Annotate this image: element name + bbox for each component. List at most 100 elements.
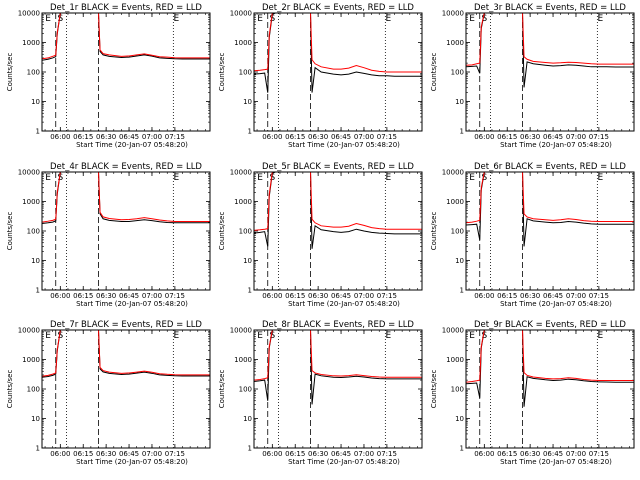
y-tick-label: 100 [27,228,40,236]
y-tick-label: 1 [36,445,40,453]
x-tick-label: 07:15 [589,292,609,300]
series-line-lld [254,172,422,231]
y-tick-label: 1000 [22,39,40,47]
y-tick-label: 1000 [22,198,40,206]
x-tick-label: 06:30 [520,292,540,300]
marker-label-e: E [174,331,180,341]
y-tick-label: 1 [460,287,464,295]
y-axis-label: Counts/sec [218,212,226,251]
x-tick-label: 06:30 [96,292,116,300]
x-tick-label: 07:15 [589,450,609,458]
x-tick-label: 06:15 [497,450,517,458]
x-axis-label: Start Time (20-Jan-07 05:48:20) [500,141,612,149]
y-tick-label: 10000 [18,10,40,18]
plot-frame [253,329,423,449]
x-tick-label: 06:30 [520,133,540,141]
marker-label-e: E [257,173,263,183]
plot-frame [253,12,423,132]
y-axis-label: Counts/sec [6,212,14,251]
x-tick-label: 06:30 [308,133,328,141]
marker-label-e: E [598,331,604,341]
plot-frame [465,12,635,132]
chart-title: Det_1r BLACK = Events, RED = LLD [50,3,202,13]
marker-label-e: E [386,14,392,24]
x-tick-label: 06:00 [474,133,494,141]
series-line-lld [466,172,634,224]
x-tick-label: 06:45 [119,450,139,458]
x-axis-ticks: 06:00 06:15 06:30 06:45 07:00 07:15 [256,172,418,300]
x-tick-label: 06:45 [331,450,351,458]
series-line-events [254,330,422,405]
y-axis-ticks: 1 10 100 1000 10000 [18,327,210,453]
x-tick-label: 06:15 [285,292,305,300]
x-tick-label: 06:00 [50,450,70,458]
y-tick-label: 1000 [22,356,40,364]
series-line-events [466,172,634,247]
y-tick-label: 10000 [442,169,464,177]
x-tick-label: 06:00 [474,292,494,300]
x-tick-label: 06:15 [73,450,93,458]
x-axis-label: Start Time (20-Jan-07 05:48:20) [76,300,188,308]
y-axis-ticks: 1 10 100 1000 10000 [230,169,422,295]
plot-frame [41,329,211,449]
x-tick-label: 07:00 [354,133,374,141]
x-tick-label: 06:30 [308,292,328,300]
x-tick-label: 06:00 [262,450,282,458]
x-axis-ticks: 06:00 06:15 06:30 06:45 07:00 07:15 [256,330,418,458]
x-axis-ticks: 06:00 06:15 06:30 06:45 07:00 07:15 [256,13,418,141]
x-axis-label: Start Time (20-Jan-07 05:48:20) [76,458,188,466]
x-tick-label: 06:00 [50,292,70,300]
x-tick-label: 06:15 [497,133,517,141]
series-line-lld [466,13,634,66]
x-tick-label: 07:15 [165,133,185,141]
x-axis-ticks: 06:00 06:15 06:30 06:45 07:00 07:15 [468,13,630,141]
x-axis-label: Start Time (20-Jan-07 05:48:20) [288,141,400,149]
x-tick-label: 06:15 [285,133,305,141]
y-axis-label: Counts/sec [430,53,438,92]
series-line-events [42,172,210,224]
marker-label-e: E [45,331,51,341]
x-tick-label: 07:15 [165,292,185,300]
x-tick-label: 06:30 [520,450,540,458]
chart-panel-1r: Det_1r BLACK = Events, RED = LLD 1 10 100 10… [6,3,211,149]
y-tick-label: 10000 [230,169,252,177]
y-tick-label: 100 [451,69,464,77]
y-tick-label: 10000 [442,10,464,18]
x-axis-label: Start Time (20-Jan-07 05:48:20) [288,458,400,466]
x-tick-label: 06:15 [285,450,305,458]
y-tick-label: 10000 [18,169,40,177]
marker-label-s: S [57,14,63,24]
y-axis-label: Counts/sec [6,370,14,409]
y-tick-label: 1 [460,445,464,453]
y-tick-label: 1 [248,445,252,453]
marker-label-e: E [469,331,475,341]
marker-label-s: S [269,173,275,183]
y-tick-label: 10 [31,257,40,265]
marker-label-e: E [174,14,180,24]
y-tick-label: 10 [455,98,464,106]
y-axis-ticks: 1 10 100 1000 10000 [230,327,422,453]
x-tick-label: 07:15 [589,133,609,141]
series-line-lld [254,13,422,73]
plot-frame [41,171,211,291]
y-axis-ticks: 1 10 100 1000 10000 [18,10,210,136]
y-tick-label: 1000 [234,356,252,364]
marker-label-s: S [269,14,275,24]
marker-label-e: E [386,173,392,183]
chart-panel-4r: Det_4r BLACK = Events, RED = LLD 1 10 100 10… [6,162,211,308]
x-tick-label: 06:45 [331,133,351,141]
plot-frame [41,12,211,132]
x-tick-label: 06:45 [331,292,351,300]
x-tick-label: 06:00 [474,450,494,458]
y-tick-label: 10 [31,415,40,423]
x-axis-ticks: 06:00 06:15 06:30 06:45 07:00 07:15 [44,330,206,458]
y-tick-label: 100 [239,386,252,394]
y-axis-label: Counts/sec [430,212,438,251]
chart-title: Det_9r BLACK = Events, RED = LLD [474,320,626,330]
y-tick-label: 1 [248,287,252,295]
series-line-lld [466,330,634,383]
x-tick-label: 07:00 [566,292,586,300]
x-tick-label: 07:00 [142,133,162,141]
x-tick-label: 07:15 [377,133,397,141]
marker-label-e: E [598,14,604,24]
